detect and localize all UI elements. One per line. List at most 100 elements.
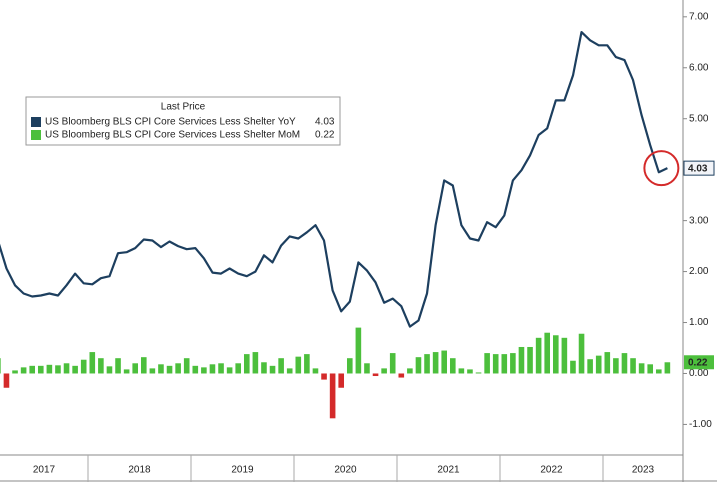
bar	[655, 369, 662, 374]
bar	[98, 358, 104, 374]
bar	[243, 354, 250, 374]
bar	[501, 354, 508, 374]
bar	[278, 358, 284, 374]
bar	[570, 360, 576, 374]
bar	[149, 368, 156, 374]
bar	[544, 332, 551, 374]
x-tick-label: 2019	[231, 465, 254, 476]
bar	[183, 358, 190, 374]
bar	[158, 364, 164, 374]
bar	[510, 353, 516, 374]
bar	[613, 358, 619, 374]
bar	[37, 365, 44, 374]
y-tick-label: 7.00	[689, 11, 709, 22]
bar	[647, 364, 654, 374]
bar	[63, 363, 70, 374]
bar	[269, 365, 276, 374]
x-tick-label: 2021	[437, 465, 460, 476]
bar	[561, 337, 568, 374]
bar	[638, 363, 645, 374]
bar	[226, 367, 233, 374]
highlight-circle	[643, 150, 680, 187]
bar	[312, 368, 319, 374]
bar	[398, 373, 405, 378]
bar	[346, 358, 353, 374]
legend-swatch	[31, 117, 41, 127]
last-value-tag	[683, 160, 715, 176]
bar	[29, 365, 36, 374]
bar	[432, 352, 439, 374]
bar	[578, 333, 585, 374]
bar	[329, 373, 336, 419]
bar	[80, 359, 87, 374]
y-tick-label: -1.00	[689, 419, 712, 430]
bar	[389, 353, 396, 374]
bar	[192, 365, 199, 374]
bar	[218, 363, 224, 374]
y-tick-label: 6.00	[689, 62, 709, 73]
bar	[441, 350, 448, 374]
x-tick-label: 2017	[33, 465, 56, 476]
bar	[372, 373, 379, 377]
bar	[355, 327, 362, 374]
legend-value: 0.22	[315, 130, 335, 141]
bar	[89, 352, 96, 374]
bar	[527, 346, 533, 374]
bar	[475, 372, 482, 374]
bar	[484, 353, 490, 374]
legend-value: 4.03	[315, 117, 335, 128]
bar	[621, 353, 628, 374]
bar	[518, 346, 525, 374]
x-tick-label: 2023	[632, 465, 655, 476]
legend-title: Last Price	[161, 102, 206, 113]
legend: Last Price US Bloomberg BLS CPI Core Serv…	[25, 96, 341, 146]
bar	[3, 373, 10, 388]
bar	[535, 337, 542, 374]
bar	[552, 335, 559, 374]
bar	[587, 359, 593, 374]
bar	[664, 362, 671, 374]
bar	[209, 364, 216, 374]
bar	[604, 352, 611, 374]
bar	[295, 356, 302, 374]
bar	[201, 367, 207, 374]
bar	[132, 363, 139, 374]
bar	[492, 354, 499, 374]
last-value-label: 0.22	[688, 357, 708, 368]
bar	[381, 368, 387, 374]
bar	[20, 367, 27, 374]
legend-label: US Bloomberg BLS CPI Core Services Less …	[45, 130, 300, 141]
bar	[407, 368, 413, 374]
bar	[304, 354, 310, 374]
bar	[0, 358, 1, 374]
bar	[467, 369, 473, 374]
y-tick-label: 0.00	[689, 368, 709, 379]
x-tick-label: 2022	[540, 465, 563, 476]
bar	[115, 358, 121, 374]
bar	[72, 365, 78, 374]
bar	[46, 364, 53, 374]
bar	[364, 363, 370, 374]
bar	[123, 369, 130, 374]
bar	[140, 357, 147, 374]
bar	[175, 363, 181, 374]
bar	[321, 373, 327, 380]
bar	[252, 352, 259, 374]
legend-label: US Bloomberg BLS CPI Core Services Less …	[45, 117, 296, 128]
last-value-tag	[684, 355, 714, 370]
bar	[415, 357, 422, 374]
bar	[449, 358, 456, 374]
line	[0, 30, 668, 328]
bar	[424, 354, 430, 374]
bar	[630, 358, 636, 374]
bar	[55, 365, 61, 374]
y-tick-label: 5.00	[689, 113, 709, 124]
bar	[261, 362, 267, 374]
bar	[286, 368, 293, 374]
bar	[235, 363, 242, 374]
bar	[166, 365, 173, 374]
bar	[106, 366, 113, 374]
